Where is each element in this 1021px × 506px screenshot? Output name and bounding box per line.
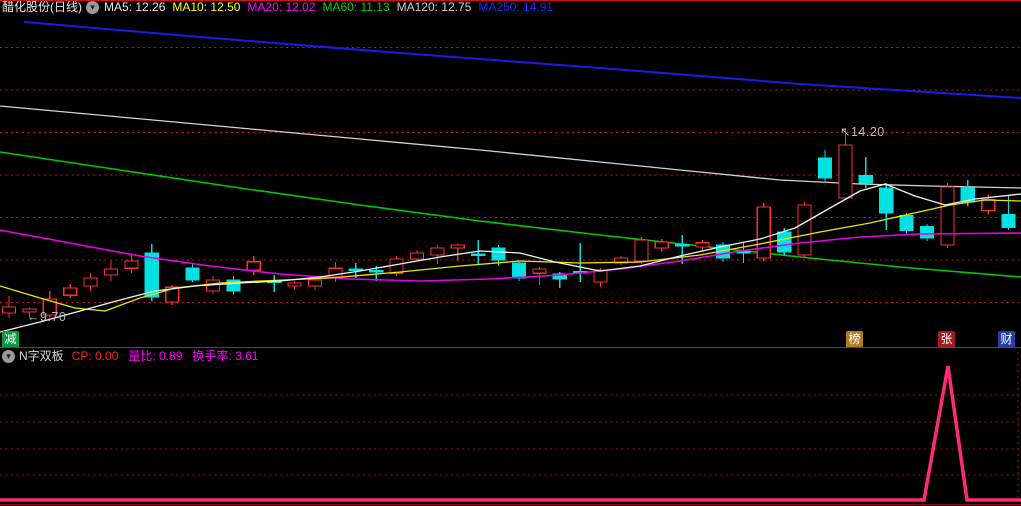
ma20-line: [0, 229, 1021, 282]
chevron-down-icon[interactable]: ▾: [2, 349, 15, 363]
ma60-legend: MA60: 11.13: [322, 0, 390, 14]
ma250-legend: MA250: 14.91: [478, 0, 554, 14]
candle-body: [22, 308, 37, 313]
window-bottom-border: [0, 504, 1021, 505]
candle-body: [736, 251, 751, 254]
candle-body: [389, 258, 404, 274]
chevron-down-icon[interactable]: ▾: [86, 1, 99, 14]
candle-body: [511, 262, 527, 279]
ma250-line: [24, 21, 1021, 99]
candle-body: [756, 206, 771, 259]
ma5-legend: MA5: 12.26: [104, 0, 166, 14]
ma10-line: [0, 199, 1021, 312]
candle-body: [593, 269, 608, 283]
indicator-field-huanshou: 换手率: 3.61: [192, 349, 259, 363]
candle-body: [226, 279, 241, 292]
candle-body: [450, 244, 465, 249]
candle-body: [430, 247, 445, 256]
low-price-label: ←9.70: [27, 310, 67, 324]
indicator-name: N字双板: [19, 349, 64, 363]
candle-body: [797, 204, 812, 256]
candle-body: [613, 257, 629, 264]
candle-body: [103, 268, 119, 276]
event-badge[interactable]: 财: [998, 331, 1015, 348]
candle-body: [246, 261, 261, 271]
candle-body: [369, 270, 384, 273]
candle-body: [287, 282, 302, 287]
window-top-border: [0, 0, 1021, 1]
candle-body: [165, 286, 180, 303]
candle-body: [675, 243, 690, 247]
indicator-field-cp: CP: 0.00: [71, 349, 119, 363]
candle-body: [838, 144, 853, 199]
ma10-legend: MA10: 12.50: [172, 0, 241, 14]
chart-header: 醋化股份(日线) ▾ MA5: 12.26 MA10: 12.50 MA20: …: [0, 1, 1021, 14]
candle-body: [695, 242, 710, 248]
candle-body: [532, 268, 547, 274]
high-price-label: ↖14.20: [840, 125, 885, 139]
candle-body: [63, 287, 78, 296]
candle-body: [491, 247, 506, 261]
candle-body: [817, 157, 833, 179]
candle-body: [634, 239, 649, 262]
candle-body: [124, 260, 139, 269]
candle-body: [899, 215, 914, 231]
ma60-line: [0, 151, 1021, 278]
ma5-line: [0, 183, 1021, 333]
candle-body: [185, 267, 200, 281]
candle-body: [1001, 213, 1016, 228]
candle-body: [879, 187, 894, 214]
candle-body: [858, 175, 873, 184]
candle-body: [777, 231, 792, 253]
indicator-field-liangbi: 量比: 0.89: [128, 349, 183, 363]
candle-body: [83, 277, 98, 287]
indicator-header: ▾ N字双板 CP: 0.00 量比: 0.89 换手率: 3.61: [0, 349, 268, 363]
event-badge[interactable]: 减: [2, 331, 19, 348]
panel-separator: [0, 347, 1021, 348]
candle-body: [654, 241, 669, 249]
candle-body: [919, 226, 935, 239]
candle-body: [1, 306, 17, 314]
event-badge[interactable]: 榜: [846, 331, 863, 348]
signal-spike-line: [0, 365, 1021, 502]
ma120-legend: MA120: 12.75: [396, 0, 472, 14]
candle-body: [409, 252, 425, 260]
candle-body: [940, 186, 955, 246]
candle-body: [981, 199, 996, 211]
stock-title: 醋化股份(日线): [2, 0, 82, 14]
candle-body: [42, 298, 57, 316]
candle-body: [471, 253, 486, 257]
candle-body: [307, 279, 323, 287]
ma20-legend: MA20: 12.02: [247, 0, 316, 14]
event-badge[interactable]: 张: [938, 331, 955, 348]
candle-body: [144, 252, 159, 298]
candle-body: [552, 273, 567, 280]
candle-body: [348, 268, 363, 272]
